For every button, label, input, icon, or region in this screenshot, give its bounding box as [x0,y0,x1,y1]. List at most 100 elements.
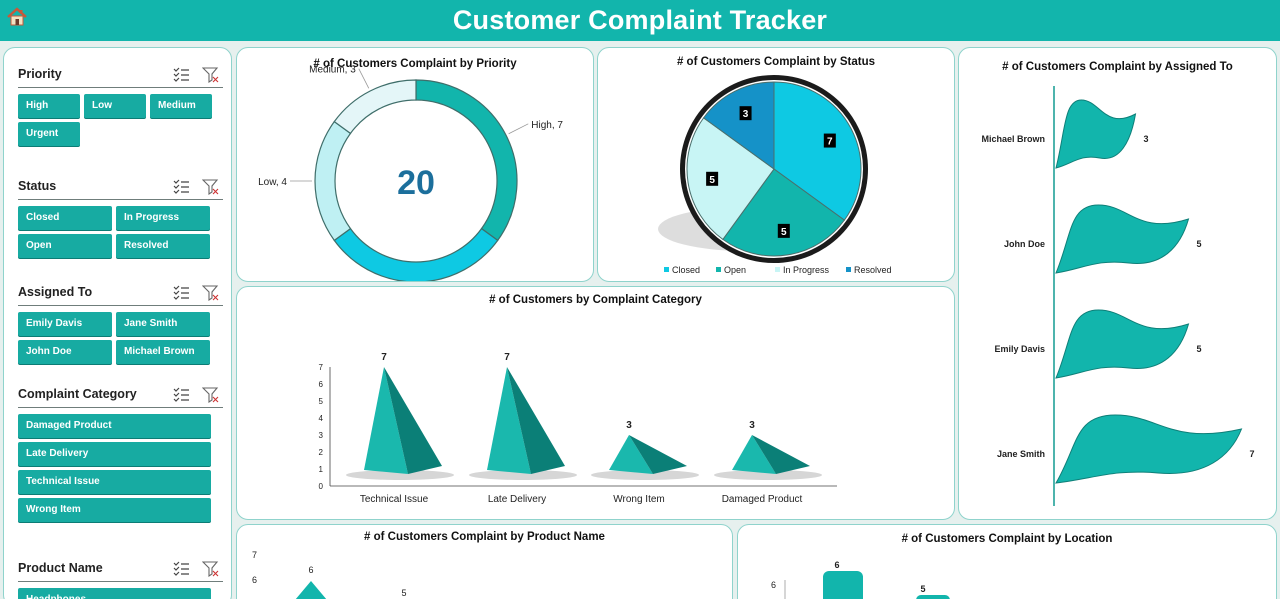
category-label: Emily Davis [994,344,1045,354]
legend-swatch [664,267,669,272]
y-tick-label: 7 [319,363,324,372]
slicer-button[interactable]: In Progress [116,206,210,230]
chart-title: # of Customers Complaint by Location [901,533,1113,545]
slicer-button[interactable]: Urgent [18,122,80,146]
chart-title: # of Customers Complaint by Assigned To [1002,61,1233,73]
slicer-button[interactable]: Closed [18,206,112,230]
data-label: 5 [920,584,925,594]
pyramid-shadow [346,470,454,480]
data-label-box [823,133,836,148]
category-label: Jane Smith [997,449,1045,459]
slicer-title: Product Name [18,561,103,575]
category-pyramid-svg: 0 1 2 3 4 5 6 7 7 Technical Issue 7 Late Delivery 3 W… [319,352,837,505]
pyramid-side [629,435,687,474]
data-label: 6 [308,565,313,575]
clear-filter-icon[interactable] [202,178,219,195]
y-tick-label: 2 [319,448,324,457]
category-label: Technical Issue [360,494,429,505]
legend-swatch [716,267,721,272]
home-icon[interactable] [6,6,28,28]
slicer-button[interactable]: Late Delivery [18,442,211,466]
leader-line [508,123,529,135]
pie-slice [702,81,775,170]
slicer-button[interactable]: Michael Brown [116,340,210,364]
slicer-button[interactable]: Wrong Item [18,498,211,522]
product-name-svg: 7 6 6 5 [252,550,407,599]
page-title: Customer Complaint Tracker [452,5,828,35]
assigned-to-bar-svg: Michael Brown 3 John Doe 5 Emily Davis 5 Jane … [981,86,1255,506]
pyramid-face [364,367,408,474]
slicer-header: Priority [18,62,223,88]
clear-filter-icon[interactable] [202,386,219,403]
slicer-header: Status [18,174,223,200]
clear-filter-icon[interactable] [202,66,219,83]
slicer-title: Priority [18,67,62,81]
slicer-status: Status Closed In Progress Open Resolved [18,174,223,258]
data-label-box [706,171,719,186]
slicer-button[interactable]: Emily Davis [18,312,112,336]
slicer-button[interactable]: Resolved [116,234,210,258]
legend-item: Closed [672,265,700,275]
pie-slice [722,168,846,257]
pyramid-shadow [469,470,577,480]
data-label: High, 7 [531,120,563,131]
legend-item: Resolved [854,265,892,275]
y-tick-label: 0 [319,482,324,491]
slicer-priority: Priority High Low Medium Urgent [18,62,223,146]
slicer-complaint-category: Complaint Category Damaged Product Late … [18,382,223,522]
category-label: John Doe [1004,239,1045,249]
slicer-button[interactable]: Open [18,234,112,258]
slicer-title: Complaint Category [18,387,137,401]
legend-item: Open [724,265,746,275]
legend-swatch [846,267,851,272]
pyramid-mark [295,581,327,599]
donut-segment [333,79,417,135]
data-label: 6 [834,560,839,570]
chart-title: # of Customers Complaint by Priority [313,58,517,70]
pie-slice [773,81,862,221]
slicer-button[interactable]: Technical Issue [18,470,211,494]
slicer-button[interactable]: Headphones [18,588,211,599]
clear-filter-icon[interactable] [202,284,219,301]
chart-title: # of Customers Complaint by Status [676,56,876,68]
multi-select-icon[interactable] [173,560,190,577]
y-tick-label: 7 [252,550,257,560]
data-label: 7 [504,352,510,363]
slicer-button[interactable]: Jane Smith [116,312,210,336]
multi-select-icon[interactable] [173,284,190,301]
data-label: 3 [743,109,749,120]
multi-select-icon[interactable] [173,386,190,403]
slicer-assigned-to: Assigned To Emily Davis Jane Smith John … [18,280,223,364]
data-label: Medium, 3 [309,65,356,76]
chart-title: # of Customers by Complaint Category [489,294,702,306]
slicer-title: Status [18,179,57,193]
pyramid-face [487,367,531,474]
slicer-title: Assigned To [18,285,93,299]
multi-select-icon[interactable] [173,66,190,83]
y-tick-label: 1 [319,465,324,474]
slicer-product-name: Product Name Headphones [18,556,223,599]
slicer-button[interactable]: High [18,94,80,118]
title-bar: Customer Complaint Tracker [0,0,1280,41]
clear-filter-icon[interactable] [202,560,219,577]
leader-line [358,68,370,89]
slicer-button[interactable]: Low [84,94,146,118]
multi-select-icon[interactable] [173,178,190,195]
data-label-box [739,106,752,121]
data-label: 5 [1197,344,1202,354]
total-count-label: 20 [397,164,435,202]
pie-slice [686,117,775,241]
data-label: Low, 4 [258,177,287,188]
data-label: 7 [827,137,833,148]
slicer-button[interactable]: Medium [150,94,212,118]
location-svg: 6 6 5 [771,560,950,599]
slicer-header: Complaint Category [18,382,223,408]
y-tick-label: 3 [319,431,324,440]
slicer-button[interactable]: John Doe [18,340,112,364]
chart-assigned-to: # of Customers Complaint by Assigned To … [958,47,1277,520]
data-label: 5 [401,588,406,598]
slicer-button[interactable]: Damaged Product [18,414,211,438]
pyramid-face [732,435,776,474]
y-tick-label: 5 [319,397,324,406]
